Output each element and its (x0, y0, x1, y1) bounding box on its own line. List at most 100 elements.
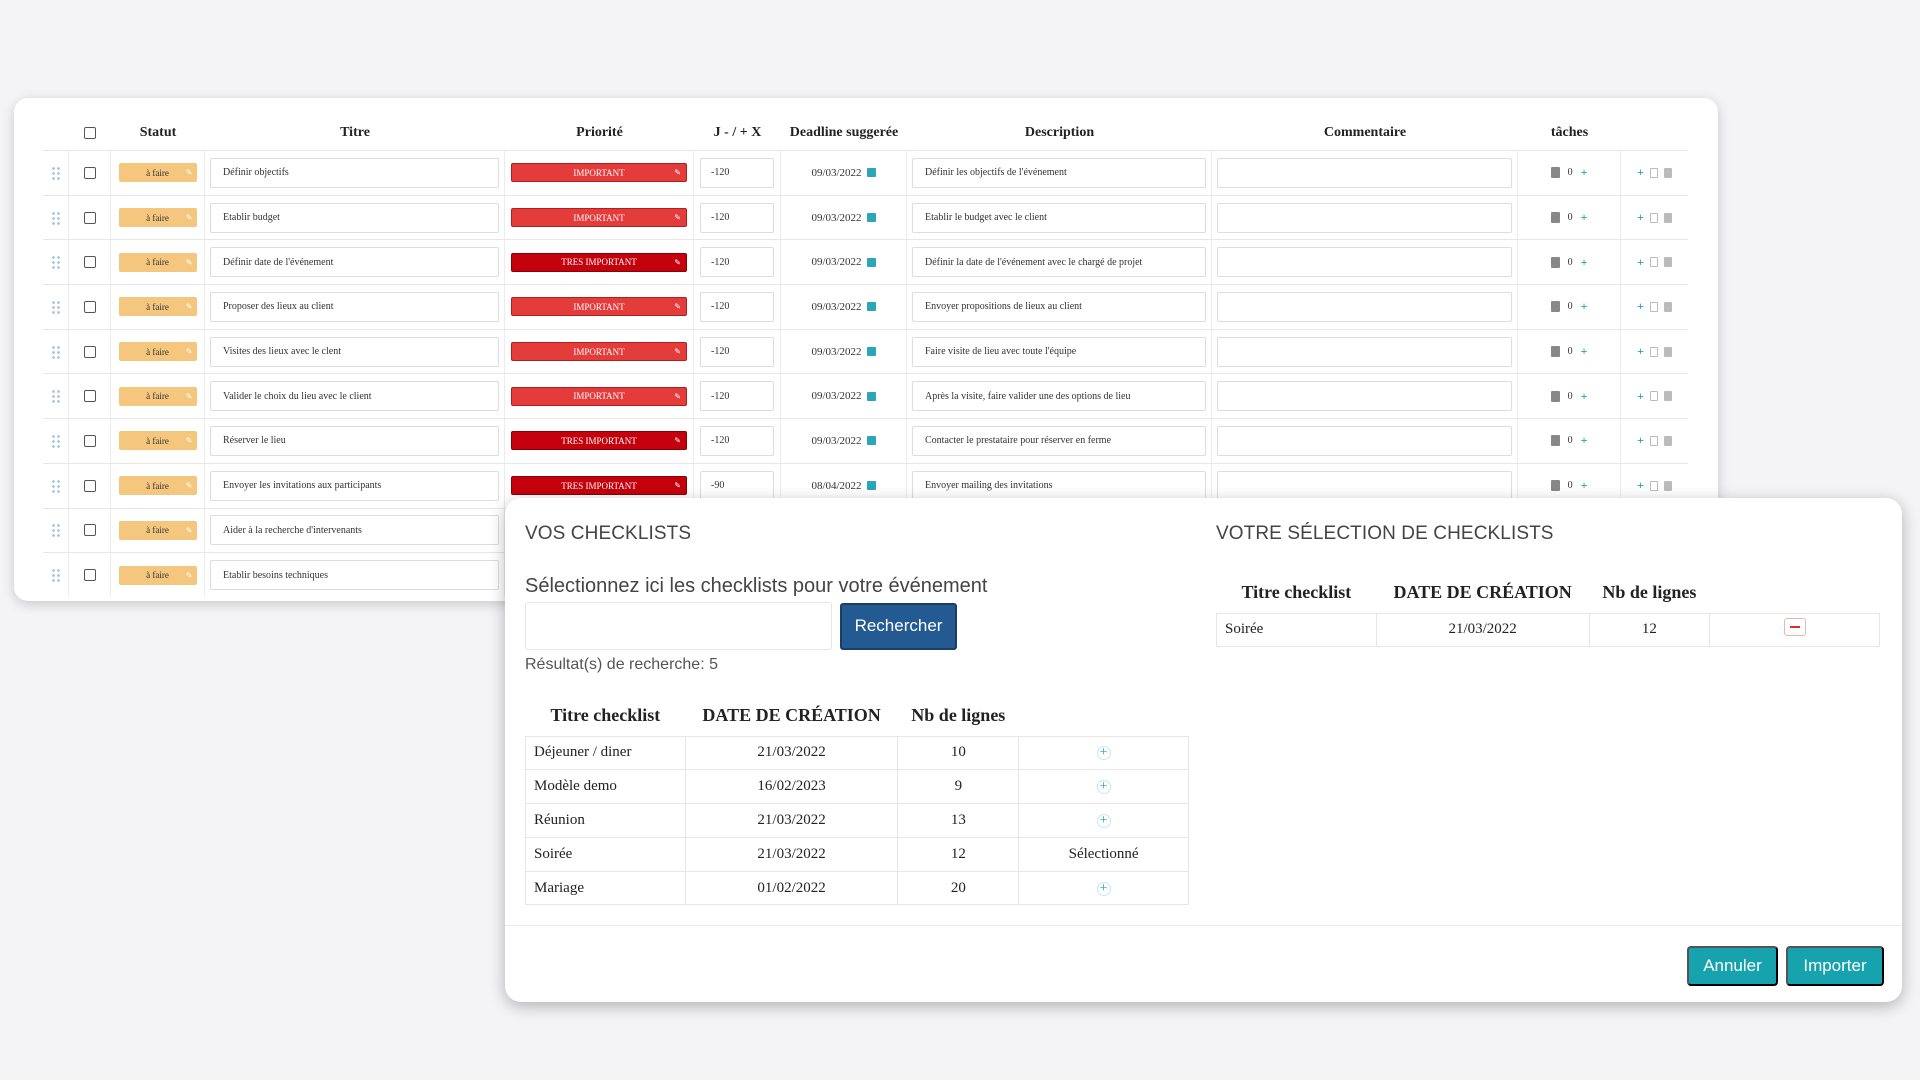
col-header-taches[interactable]: tâches (1550, 125, 1589, 140)
calendar-icon[interactable] (866, 391, 876, 401)
col-header-statut[interactable]: Statut (139, 125, 177, 140)
add-checklist-icon[interactable]: + (1096, 746, 1111, 761)
select-all-checkbox[interactable] (84, 127, 96, 139)
calendar-icon[interactable] (866, 213, 876, 223)
row-checkbox[interactable] (83, 479, 96, 492)
description-field[interactable]: Etablir le budget avec le client (912, 202, 1206, 233)
description-field[interactable]: Faire visite de lieu avec toute l'équipe (912, 336, 1206, 367)
commentaire-field[interactable] (1217, 470, 1512, 501)
drag-handle-icon[interactable] (50, 523, 61, 538)
calendar-icon[interactable] (866, 347, 876, 357)
jx-field[interactable]: -120 (700, 425, 774, 456)
add-checklist-icon[interactable]: + (1096, 881, 1111, 896)
add-row-icon[interactable]: + (1637, 344, 1644, 359)
add-row-icon[interactable]: + (1637, 478, 1644, 493)
commentaire-field[interactable] (1217, 247, 1512, 278)
remove-checklist-button[interactable] (1783, 618, 1806, 637)
copy-icon[interactable] (1649, 167, 1658, 178)
copy-icon[interactable] (1649, 435, 1658, 446)
commentaire-field[interactable] (1217, 291, 1512, 322)
trash-icon[interactable] (1663, 301, 1672, 312)
row-checkbox[interactable] (83, 434, 96, 447)
trash-icon[interactable] (1663, 435, 1672, 446)
add-row-icon[interactable]: + (1637, 210, 1644, 225)
drag-handle-icon[interactable] (50, 478, 61, 493)
add-tache-icon[interactable]: + (1580, 433, 1588, 448)
row-checkbox[interactable] (83, 390, 96, 403)
row-checkbox[interactable] (83, 166, 96, 179)
drag-handle-icon[interactable] (50, 165, 61, 180)
row-checkbox[interactable] (83, 569, 96, 582)
row-checkbox[interactable] (83, 524, 96, 537)
copy-icon[interactable] (1649, 257, 1658, 268)
calendar-icon[interactable] (866, 436, 876, 446)
add-row-icon[interactable]: + (1637, 254, 1644, 269)
col-header-description[interactable]: Description (1024, 125, 1095, 140)
calendar-icon[interactable] (866, 168, 876, 178)
statut-badge[interactable]: à faire ✎ (118, 208, 197, 228)
deadline-value[interactable]: 09/03/2022 (811, 435, 876, 447)
add-row-icon[interactable]: + (1637, 388, 1644, 403)
row-checkbox[interactable] (83, 256, 96, 269)
deadline-value[interactable]: 08/04/2022 (811, 480, 876, 492)
jx-field[interactable]: -120 (700, 157, 774, 188)
add-tache-icon[interactable]: + (1580, 299, 1588, 314)
col-header-jx[interactable]: J - / + X (713, 125, 762, 140)
deadline-value[interactable]: 09/03/2022 (811, 212, 876, 224)
col-header-commentaire[interactable]: Commentaire (1323, 125, 1407, 140)
titre-field[interactable]: Définir date de l'événement (210, 247, 499, 278)
statut-badge[interactable]: à faire ✎ (118, 476, 197, 496)
trash-icon[interactable] (1663, 257, 1672, 268)
trash-icon[interactable] (1663, 346, 1672, 357)
titre-field[interactable]: Aider à la recherche d'intervenants (210, 515, 499, 546)
priorite-badge[interactable]: IMPORTANT ✎ (511, 297, 687, 317)
priorite-badge[interactable]: IMPORTANT ✎ (511, 386, 687, 406)
cancel-button[interactable]: Annuler (1687, 946, 1778, 986)
titre-field[interactable]: Etablir besoins techniques (210, 560, 499, 591)
deadline-value[interactable]: 09/03/2022 (811, 390, 876, 402)
description-field[interactable]: Contacter le prestataire pour réserver e… (912, 425, 1206, 456)
jx-field[interactable]: -120 (700, 291, 774, 322)
copy-icon[interactable] (1649, 301, 1658, 312)
commentaire-field[interactable] (1217, 381, 1512, 412)
copy-icon[interactable] (1649, 346, 1658, 357)
drag-handle-icon[interactable] (50, 210, 61, 225)
deadline-value[interactable]: 09/03/2022 (811, 346, 876, 358)
titre-field[interactable]: Etablir budget (210, 202, 499, 233)
drag-handle-icon[interactable] (50, 255, 61, 270)
trash-icon[interactable] (1663, 212, 1672, 223)
priorite-badge[interactable]: TRES IMPORTANT ✎ (511, 476, 687, 496)
drag-handle-icon[interactable] (50, 568, 61, 583)
add-row-icon[interactable]: + (1637, 299, 1644, 314)
priorite-badge[interactable]: TRES IMPORTANT ✎ (511, 252, 687, 272)
calendar-icon[interactable] (866, 481, 876, 491)
jx-field[interactable]: -120 (700, 336, 774, 367)
calendar-icon[interactable] (866, 257, 876, 267)
deadline-value[interactable]: 09/03/2022 (811, 256, 876, 268)
titre-field[interactable]: Visites des lieux avec le clent (210, 336, 499, 367)
import-button[interactable]: Importer (1786, 946, 1884, 986)
commentaire-field[interactable] (1217, 202, 1512, 233)
description-field[interactable]: Envoyer mailing des invitations (912, 470, 1206, 501)
copy-icon[interactable] (1649, 391, 1658, 402)
description-field[interactable]: Après la visite, faire valider une des o… (912, 381, 1206, 412)
deadline-value[interactable]: 09/03/2022 (811, 167, 876, 179)
priorite-badge[interactable]: TRES IMPORTANT ✎ (511, 431, 687, 451)
statut-badge[interactable]: à faire ✎ (118, 520, 197, 540)
trash-icon[interactable] (1663, 480, 1672, 491)
col-header-titre[interactable]: Titre (340, 125, 370, 140)
titre-field[interactable]: Envoyer les invitations aux participants (210, 470, 499, 501)
col-header-deadline[interactable]: Deadline suggerée (789, 125, 899, 140)
drag-handle-icon[interactable] (50, 389, 61, 404)
jx-field[interactable]: -120 (700, 202, 774, 233)
commentaire-field[interactable] (1217, 336, 1512, 367)
statut-badge[interactable]: à faire ✎ (118, 297, 197, 317)
row-checkbox[interactable] (83, 300, 96, 313)
commentaire-field[interactable] (1217, 425, 1512, 456)
titre-field[interactable]: Valider le choix du lieu avec le client (210, 381, 499, 412)
priorite-badge[interactable]: IMPORTANT ✎ (511, 208, 687, 228)
priorite-badge[interactable]: IMPORTANT ✎ (511, 163, 687, 183)
copy-icon[interactable] (1649, 480, 1658, 491)
statut-badge[interactable]: à faire ✎ (118, 431, 197, 451)
row-checkbox[interactable] (83, 211, 96, 224)
